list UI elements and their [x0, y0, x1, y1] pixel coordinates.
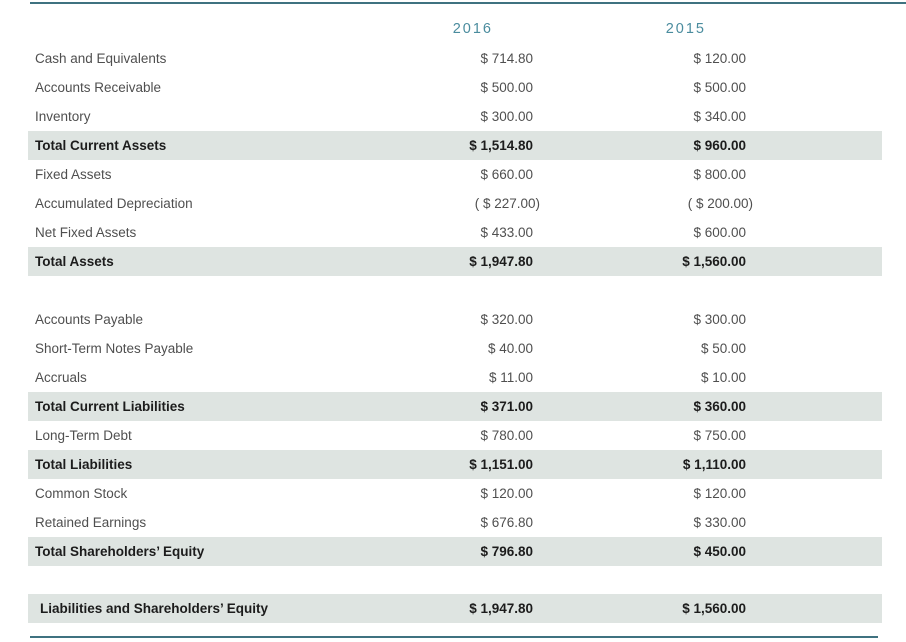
row-value: $ 600.00	[693, 225, 746, 240]
table-row: Total Assets $ 1,947.80 $ 1,560.00	[28, 247, 882, 276]
row-label: Total Current Assets	[35, 138, 167, 153]
row-value: $ 371.00	[480, 399, 533, 414]
row-label: Total Assets	[35, 254, 114, 269]
row-label: Liabilities and Shareholders’ Equity	[40, 601, 269, 616]
table-row: Retained Earnings $ 676.80 $ 330.00	[28, 508, 882, 537]
table-row: Inventory $ 300.00 $ 340.00	[28, 102, 882, 131]
table-row: Accruals $ 11.00 $ 10.00	[28, 363, 882, 392]
row-value: $ 714.80	[480, 51, 533, 66]
table-row: Liabilities and Shareholders’ Equity $ 1…	[28, 594, 882, 623]
table-row: Short-Term Notes Payable $ 40.00 $ 50.00	[28, 334, 882, 363]
row-label: Cash and Equivalents	[35, 51, 167, 66]
row-label: Accruals	[35, 370, 87, 385]
top-rule	[30, 2, 906, 4]
row-value: $ 796.80	[480, 544, 533, 559]
row-value: $ 1,947.80	[469, 254, 533, 269]
table-row: Net Fixed Assets $ 433.00 $ 600.00	[28, 218, 882, 247]
table-row: Total Liabilities $ 1,151.00 $ 1,110.00	[28, 450, 882, 479]
row-label: Fixed Assets	[35, 167, 112, 182]
row-value: ( $ 200.00)	[687, 196, 753, 211]
row-value: $ 11.00	[488, 370, 533, 385]
year-header-2015: 2015	[665, 21, 706, 37]
row-value: $ 320.00	[480, 312, 533, 327]
table-body: Cash and Equivalents $ 714.80 $ 120.00 A…	[0, 44, 906, 623]
row-value: $ 360.00	[693, 399, 746, 414]
row-value: $ 50.00	[700, 341, 746, 356]
row-value: $ 960.00	[693, 138, 746, 153]
year-header-2016: 2016	[452, 21, 493, 37]
table-row: Accounts Receivable $ 500.00 $ 500.00	[28, 73, 882, 102]
row-value: $ 500.00	[480, 80, 533, 95]
table-row: Cash and Equivalents $ 714.80 $ 120.00	[28, 44, 882, 73]
row-value: $ 40.00	[487, 341, 533, 356]
table-row: Accounts Payable $ 320.00 $ 300.00	[28, 305, 882, 334]
row-label: Net Fixed Assets	[35, 225, 137, 240]
row-label: Accumulated Depreciation	[35, 196, 193, 211]
row-value: $ 120.00	[480, 486, 533, 501]
row-label: Total Current Liabilities	[35, 399, 185, 414]
row-label: Common Stock	[35, 486, 128, 501]
row-value: $ 10.00	[700, 370, 746, 385]
section-spacer	[0, 566, 906, 594]
row-value: $ 330.00	[693, 515, 746, 530]
row-label: Long-Term Debt	[35, 428, 132, 443]
row-value: $ 433.00	[480, 225, 533, 240]
row-value: $ 1,947.80	[469, 601, 533, 616]
row-value: $ 1,151.00	[469, 457, 533, 472]
row-value: $ 300.00	[480, 109, 533, 124]
row-value: $ 500.00	[693, 80, 746, 95]
table-header-row: 2016 2015	[28, 14, 882, 44]
row-label: Total Liabilities	[35, 457, 133, 472]
row-value: $ 120.00	[693, 51, 746, 66]
row-label: Retained Earnings	[35, 515, 147, 530]
table-row: Accumulated Depreciation ( $ 227.00) ( $…	[28, 189, 882, 218]
row-value: ( $ 227.00)	[474, 196, 540, 211]
row-value: $ 1,514.80	[469, 138, 533, 153]
row-value: $ 300.00	[693, 312, 746, 327]
row-value: $ 450.00	[693, 544, 746, 559]
row-value: $ 1,560.00	[682, 254, 746, 269]
balance-sheet-table: 2016 2015 Cash and Equivalents $ 714.80 …	[0, 14, 906, 623]
row-label: Short-Term Notes Payable	[35, 341, 194, 356]
row-value: $ 800.00	[693, 167, 746, 182]
row-label: Accounts Receivable	[35, 80, 162, 95]
row-value: $ 340.00	[693, 109, 746, 124]
table-row: Total Shareholders’ Equity $ 796.80 $ 45…	[28, 537, 882, 566]
table-row: Long-Term Debt $ 780.00 $ 750.00	[28, 421, 882, 450]
row-value: $ 1,560.00	[682, 601, 746, 616]
table-row: Common Stock $ 120.00 $ 120.00	[28, 479, 882, 508]
table-row: Total Current Liabilities $ 371.00 $ 360…	[28, 392, 882, 421]
row-value: $ 780.00	[480, 428, 533, 443]
row-value: $ 676.80	[480, 515, 533, 530]
row-value: $ 750.00	[693, 428, 746, 443]
bottom-rule	[30, 636, 878, 638]
section-spacer	[0, 276, 906, 305]
row-label: Accounts Payable	[35, 312, 144, 327]
row-value: $ 120.00	[693, 486, 746, 501]
table-row: Total Current Assets $ 1,514.80 $ 960.00	[28, 131, 882, 160]
row-label: Inventory	[35, 109, 91, 124]
row-value: $ 660.00	[480, 167, 533, 182]
row-value: $ 1,110.00	[682, 457, 746, 472]
table-row: Fixed Assets $ 660.00 $ 800.00	[28, 160, 882, 189]
row-label: Total Shareholders’ Equity	[35, 544, 205, 559]
